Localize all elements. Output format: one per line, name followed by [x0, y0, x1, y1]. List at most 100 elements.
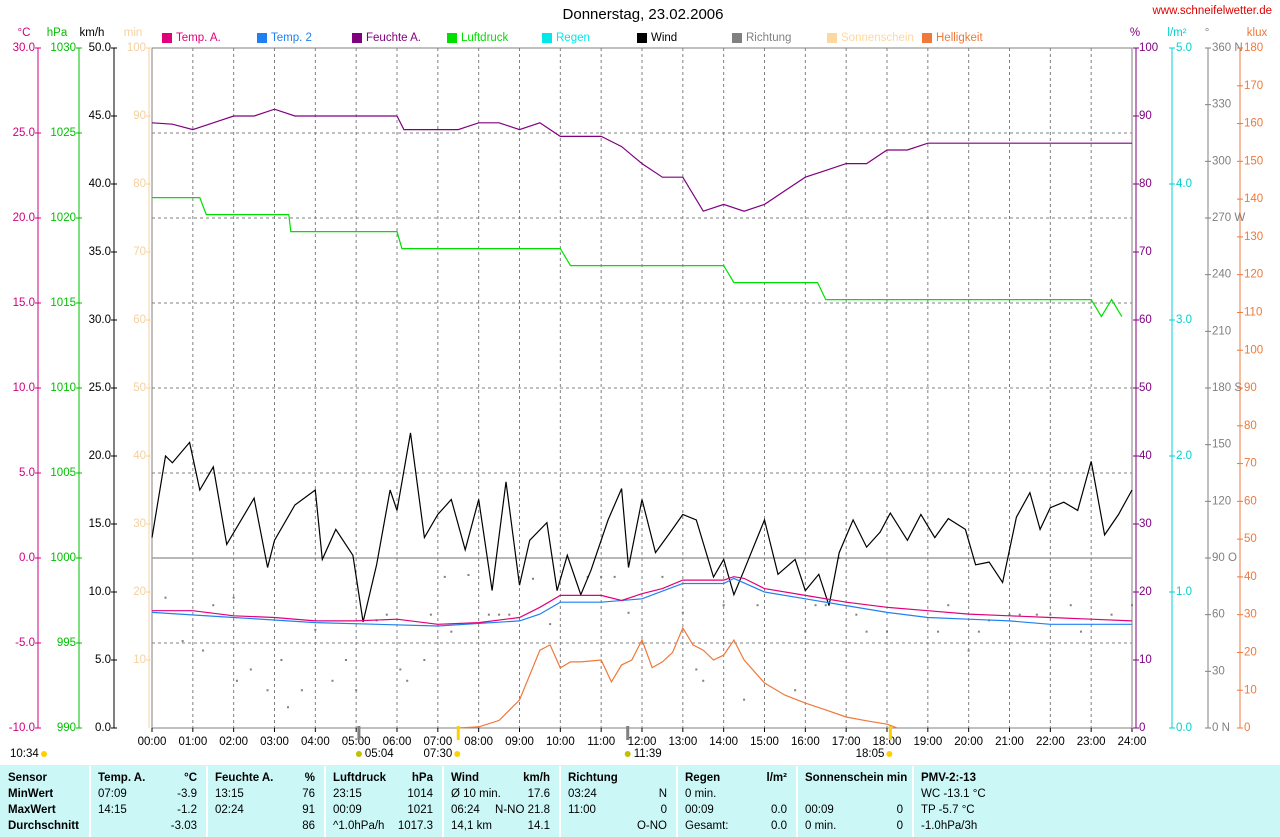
y-tick-label: 240 [1212, 269, 1231, 281]
y-tick-label: 100 [1139, 42, 1158, 54]
table-header: Sonnenschein min [805, 772, 907, 784]
direction-dot [164, 596, 167, 599]
table-header: l/m² [767, 772, 788, 784]
table-cell: Gesamt: [685, 820, 728, 832]
x-tick-label: 24:00 [1118, 736, 1147, 748]
direction-dot [794, 689, 797, 692]
table-cell: 0 [661, 804, 667, 816]
direction-dot [804, 630, 807, 633]
y-tick-label: 90 [133, 110, 146, 122]
direction-dot [756, 604, 759, 607]
direction-dot [855, 613, 858, 616]
y-tick-label: 15.0 [89, 518, 111, 530]
table-cell: 86 [302, 820, 315, 832]
series-line [151, 108, 1132, 212]
legend-marker [447, 33, 457, 43]
table-cell: 1021 [407, 804, 433, 816]
table-cell: N-NO 21.8 [495, 804, 550, 816]
direction-dot [947, 604, 950, 607]
direction-dot [314, 628, 317, 631]
y-tick-label: 45.0 [89, 110, 111, 122]
x-tick-label: 10:00 [546, 736, 575, 748]
x-tick-label: 08:00 [464, 736, 493, 748]
table-cell: 07:09 [98, 788, 127, 800]
y-tick-label: 1000 [50, 552, 76, 564]
direction-dot [406, 679, 409, 682]
table-cell: 0 [897, 804, 903, 816]
direction-dot [627, 611, 630, 614]
direction-dot [423, 659, 426, 661]
direction-dot [300, 689, 303, 692]
table-cell: Durchschnitt [8, 820, 79, 832]
annotation-icon [355, 751, 362, 757]
y-tick-label: 130 [1244, 231, 1263, 243]
direction-dot [531, 577, 534, 580]
direction-dot [1131, 604, 1133, 607]
table-cell: 0 min. [805, 820, 836, 832]
legend-label: Wind [651, 32, 677, 44]
table-header: Luftdruck [333, 772, 387, 784]
table-cell: 14.1 [528, 820, 550, 832]
x-tick-label: 23:00 [1077, 736, 1106, 748]
y-tick-label: 210 [1212, 325, 1231, 337]
y-tick-label: 300 [1212, 155, 1231, 167]
x-tick-label: 04:00 [301, 736, 330, 748]
table-cell: -1.2 [177, 804, 197, 816]
x-tick-label: 11:00 [587, 736, 615, 748]
table-cell: 23:15 [333, 788, 362, 800]
direction-dot [385, 613, 388, 616]
y-tick-label: 70 [1244, 458, 1257, 470]
table-cell: 17.6 [528, 788, 550, 800]
x-tick-label: 09:00 [505, 736, 534, 748]
legend-label: Regen [556, 32, 590, 44]
annotation-label: 18:05 [856, 748, 885, 760]
axis-unit: klux [1247, 27, 1268, 39]
y-tick-label: 30 [1212, 665, 1225, 677]
direction-dot [681, 611, 684, 614]
y-tick-label: 5.0 [1176, 42, 1192, 54]
direction-dot [967, 649, 970, 652]
direction-dot [467, 574, 470, 576]
table-cell: 0.0 [771, 820, 787, 832]
y-tick-label: 150 [1212, 439, 1231, 451]
series-line [458, 626, 898, 729]
direction-dot [1069, 604, 1072, 607]
y-tick-label: 35.0 [89, 246, 111, 258]
table-cell: -3.9 [177, 788, 197, 800]
direction-dot [600, 575, 603, 578]
direction-dot [344, 659, 347, 661]
legend-label: Temp. 2 [271, 32, 312, 44]
y-tick-label: 270 W [1212, 212, 1245, 224]
table-cell: 00:09 [333, 804, 362, 816]
series-line [151, 432, 1133, 623]
y-tick-label: 0 N [1212, 722, 1230, 734]
table-cell: 14:15 [98, 804, 127, 816]
y-tick-label: 5.0 [19, 467, 35, 479]
direction-dot [702, 679, 705, 682]
direction-dot [266, 689, 269, 692]
x-tick-label: 14:00 [709, 736, 738, 748]
y-tick-label: 60 [1212, 609, 1225, 621]
legend-label: Sonnenschein [841, 32, 914, 44]
axis-unit: °C [18, 27, 31, 39]
axis-unit: l/m² [1167, 27, 1186, 39]
y-tick-label: 170 [1244, 80, 1263, 92]
series-line [151, 577, 1132, 627]
direction-dot [280, 659, 283, 661]
table-cell: WC -13.1 °C [921, 788, 986, 800]
y-tick-label: 50 [1139, 382, 1152, 394]
series-line [152, 576, 1133, 625]
chart-title: Donnerstag, 23.02.2006 [563, 6, 724, 23]
y-tick-label: 60 [133, 314, 146, 326]
annotation-label: 05:04 [365, 748, 394, 760]
table-cell: 14,1 km [451, 820, 492, 832]
direction-dot [1008, 613, 1011, 616]
direction-dot [695, 668, 698, 671]
y-tick-label: 70 [133, 246, 146, 258]
y-tick-label: 1005 [50, 467, 76, 479]
axis-unit: min [124, 27, 143, 39]
x-tick-label: 21:00 [995, 736, 1024, 748]
direction-dot [202, 649, 205, 652]
direction-dot [498, 613, 501, 616]
